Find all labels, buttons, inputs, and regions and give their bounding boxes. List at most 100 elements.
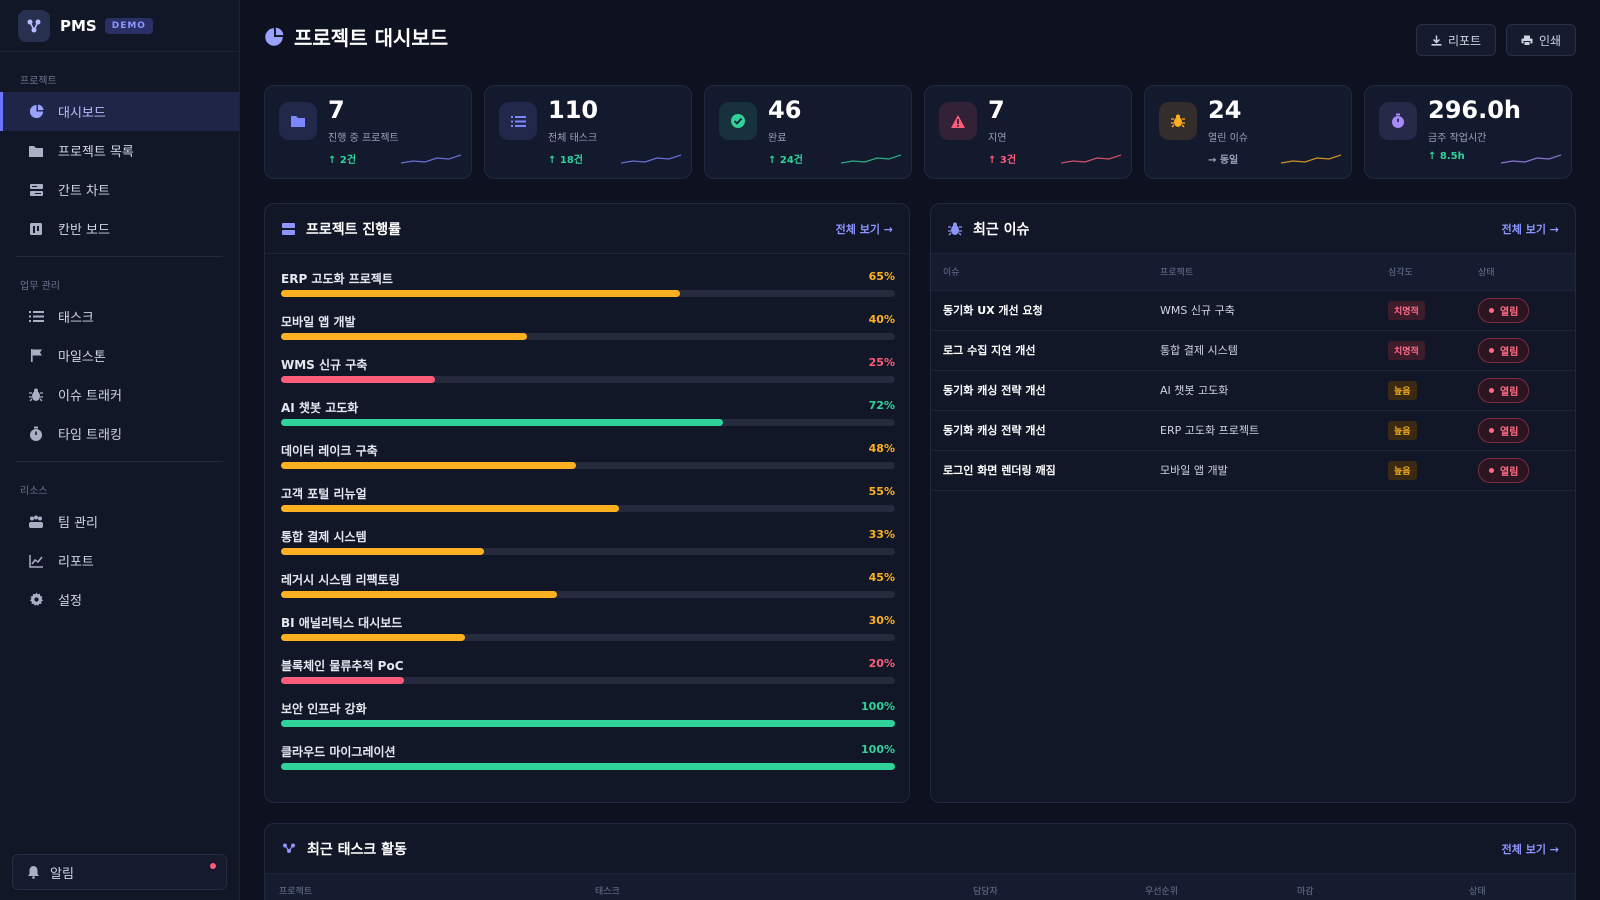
table-header-row: 프로젝트 태스크 담당자 우선순위 마감 상태	[265, 874, 1575, 900]
issue-title[interactable]: 로그 수집 지연 개선	[931, 330, 1148, 371]
view-all-link[interactable]: 전체 보기 →	[835, 223, 893, 236]
sidebar-item-dashboard[interactable]: 대시보드	[0, 92, 239, 131]
stat-card[interactable]: 24 열린 이슈 → 동일	[1144, 85, 1352, 179]
issue-project: 모바일 앱 개발	[1148, 450, 1376, 491]
stat-value: 7	[988, 96, 1005, 124]
stat-delta: ↑ 8.5h	[1428, 151, 1465, 162]
progress-track	[281, 634, 895, 641]
progress-track	[281, 505, 895, 512]
progress-row[interactable]: WMS 신규 구축 25%	[281, 356, 895, 396]
progress-track	[281, 290, 895, 297]
project-name: 블록체인 물류추적 PoC	[281, 659, 404, 673]
progress-fill	[281, 376, 435, 383]
progress-row[interactable]: 고객 포털 리뉴얼 55%	[281, 485, 895, 525]
sidebar-item-label: 리포트	[58, 555, 94, 570]
project-name: BI 애널리틱스 대시보드	[281, 616, 403, 630]
issue-title[interactable]: 로그인 화면 렌더링 깨짐	[931, 450, 1148, 491]
issue-title[interactable]: 동기화 캐싱 전략 개선	[931, 370, 1148, 411]
progress-fill	[281, 548, 484, 555]
stat-label: 진행 중 프로젝트	[328, 133, 399, 144]
sidebar-item-label: 이슈 트래커	[58, 389, 122, 404]
line-chart-icon	[28, 553, 44, 569]
column-header[interactable]: 이슈	[931, 254, 1148, 291]
project-percent: 55%	[868, 485, 895, 498]
sparkline	[1061, 154, 1121, 164]
table-row[interactable]: 동기화 캐싱 전략 개선 ERP 고도화 프로젝트 높음 열림	[931, 410, 1575, 451]
panel-header: 프로젝트 진행률 전체 보기 →	[265, 204, 909, 254]
progress-row[interactable]: 모바일 앱 개발 40%	[281, 313, 895, 353]
sparkline	[621, 154, 681, 164]
sidebar-item-gantt[interactable]: 간트 차트	[0, 170, 239, 209]
severity-badge: 높음	[1388, 420, 1417, 440]
print-button[interactable]: 인쇄	[1506, 24, 1576, 56]
table-row[interactable]: 동기화 캐싱 전략 개선 AI 챗봇 고도화 높음 열림	[931, 370, 1575, 411]
table-row[interactable]: 동기화 UX 개선 요청 WMS 신규 구축 치명적 열림	[931, 290, 1575, 331]
status-cell: 열림	[1466, 370, 1575, 411]
progress-fill	[281, 677, 404, 684]
column-header[interactable]: 마감	[1297, 887, 1314, 897]
column-header[interactable]: 프로젝트	[279, 887, 313, 897]
bug-icon	[28, 387, 44, 403]
column-header[interactable]: 상태	[1466, 254, 1575, 291]
list-icon	[28, 309, 44, 325]
progress-row[interactable]: AI 챗봇 고도화 72%	[281, 399, 895, 439]
sidebar-item-team[interactable]: 팀 관리	[0, 502, 239, 541]
sidebar-item-issues[interactable]: 이슈 트래커	[0, 375, 239, 414]
sidebar-item-milestones[interactable]: 마일스톤	[0, 336, 239, 375]
stat-label: 완료	[768, 133, 787, 144]
table-row[interactable]: 로그인 화면 렌더링 깨짐 모바일 앱 개발 높음 열림	[931, 450, 1575, 491]
progress-row[interactable]: 보안 인프라 강화 100%	[281, 700, 895, 740]
sidebar-item-label: 마일스톤	[58, 350, 106, 365]
stat-label: 지연	[988, 133, 1007, 144]
warning-icon	[939, 102, 977, 140]
table-row[interactable]: 로그 수집 지연 개선 통합 결제 시스템 치명적 열림	[931, 330, 1575, 371]
stat-card[interactable]: 296.0h 금주 작업시간 ↑ 8.5h	[1364, 85, 1572, 179]
report-button[interactable]: 리포트	[1416, 24, 1496, 56]
sidebar-item-reports[interactable]: 리포트	[0, 541, 239, 580]
project-name: ERP 고도화 프로젝트	[281, 272, 393, 286]
progress-fill	[281, 290, 681, 297]
severity-cell: 높음	[1376, 450, 1466, 491]
progress-row[interactable]: BI 애널리틱스 대시보드 30%	[281, 614, 895, 654]
progress-track	[281, 462, 895, 469]
project-percent: 30%	[868, 614, 895, 627]
column-header[interactable]: 상태	[1469, 887, 1486, 897]
column-header[interactable]: 담당자	[973, 887, 998, 897]
severity-cell: 높음	[1376, 370, 1466, 411]
column-header[interactable]: 심각도	[1376, 254, 1466, 291]
column-header[interactable]: 프로젝트	[1148, 254, 1376, 291]
stat-card[interactable]: 46 완료 ↑ 24건	[704, 85, 912, 179]
column-header[interactable]: 우선순위	[1145, 887, 1179, 897]
progress-row[interactable]: 데이터 레이크 구축 48%	[281, 442, 895, 482]
issue-title[interactable]: 동기화 UX 개선 요청	[931, 290, 1148, 331]
progress-row[interactable]: 레거시 시스템 리팩토링 45%	[281, 571, 895, 611]
progress-row[interactable]: 클라우드 마이그레이션 100%	[281, 743, 895, 783]
sidebar-item-tasks[interactable]: 태스크	[0, 297, 239, 336]
progress-row[interactable]: 통합 결제 시스템 33%	[281, 528, 895, 568]
progress-row[interactable]: 블록체인 물류추적 PoC 20%	[281, 657, 895, 697]
stat-card[interactable]: 7 지연 ↑ 3건	[924, 85, 1132, 179]
sidebar-item-label: 타임 트래킹	[58, 428, 122, 443]
gantt-icon	[28, 182, 44, 198]
progress-row[interactable]: ERP 고도화 프로젝트 65%	[281, 270, 895, 310]
notifications-button[interactable]: 알림	[12, 854, 227, 890]
progress-fill	[281, 333, 527, 340]
view-all-link[interactable]: 전체 보기 →	[1501, 843, 1559, 856]
brand-logo-icon[interactable]	[18, 9, 50, 42]
sidebar-item-time-tracking[interactable]: 타임 트래킹	[0, 414, 239, 453]
sidebar-item-settings[interactable]: 설정	[0, 580, 239, 619]
folder-icon	[279, 102, 317, 140]
stat-cards: 7 진행 중 프로젝트 ↑ 2건 110 전체 태스크 ↑ 18건 46 완료 ↑ 24건 7 지연…	[264, 85, 1572, 179]
stat-card[interactable]: 110 전체 태스크 ↑ 18건	[484, 85, 692, 179]
issue-title[interactable]: 동기화 캐싱 전략 개선	[931, 410, 1148, 451]
sidebar-item-project-list[interactable]: 프로젝트 목록	[0, 131, 239, 170]
progress-track	[281, 720, 895, 727]
column-header[interactable]: 태스크	[595, 887, 620, 897]
view-all-link[interactable]: 전체 보기 →	[1501, 223, 1559, 236]
stopwatch-icon	[28, 426, 44, 442]
sidebar: PMS DEMO 프로젝트 대시보드 프로젝트 목록 간트 차트 칸반 보드 업…	[0, 0, 240, 900]
stat-card[interactable]: 7 진행 중 프로젝트 ↑ 2건	[264, 85, 472, 179]
notifications-label: 알림	[50, 866, 74, 882]
sidebar-item-kanban[interactable]: 칸반 보드	[0, 209, 239, 248]
progress-fill	[281, 419, 724, 426]
